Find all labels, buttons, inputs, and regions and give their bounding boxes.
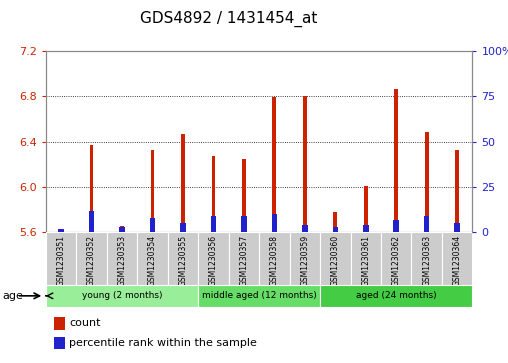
Bar	[180, 223, 185, 232]
Text: GDS4892 / 1431454_at: GDS4892 / 1431454_at	[140, 11, 318, 27]
Bar	[120, 225, 124, 232]
Bar	[137, 232, 168, 285]
Text: age: age	[3, 291, 23, 301]
Bar	[241, 216, 246, 232]
Bar	[290, 232, 320, 285]
Text: GSM1230364: GSM1230364	[453, 235, 462, 286]
Bar	[394, 220, 399, 232]
Bar	[54, 337, 65, 349]
Bar	[46, 285, 198, 307]
Bar	[54, 317, 65, 330]
Bar	[320, 285, 472, 307]
Text: GSM1230355: GSM1230355	[178, 235, 187, 286]
Bar	[381, 232, 411, 285]
Bar	[394, 89, 398, 232]
Bar	[76, 232, 107, 285]
Bar	[364, 186, 368, 232]
Text: GSM1230360: GSM1230360	[331, 235, 340, 286]
Bar	[211, 216, 216, 232]
Bar	[333, 227, 338, 232]
Text: GSM1230357: GSM1230357	[239, 235, 248, 286]
Bar	[455, 150, 459, 232]
Text: GSM1230362: GSM1230362	[392, 235, 401, 286]
Text: aged (24 months): aged (24 months)	[356, 291, 436, 300]
Bar	[181, 134, 185, 232]
Bar	[424, 216, 429, 232]
Bar	[455, 223, 460, 232]
Bar	[89, 211, 94, 232]
Bar	[242, 159, 246, 232]
Bar	[363, 225, 368, 232]
Text: GSM1230353: GSM1230353	[117, 235, 126, 286]
Text: GSM1230356: GSM1230356	[209, 235, 218, 286]
Bar	[59, 229, 63, 232]
Bar	[259, 232, 290, 285]
Bar	[303, 96, 307, 232]
Bar	[211, 156, 215, 232]
Text: middle aged (12 months): middle aged (12 months)	[202, 291, 316, 300]
Text: percentile rank within the sample: percentile rank within the sample	[69, 338, 257, 348]
Text: GSM1230358: GSM1230358	[270, 235, 279, 286]
Text: GSM1230363: GSM1230363	[422, 235, 431, 286]
Bar	[411, 232, 442, 285]
Bar	[150, 150, 154, 232]
Bar	[333, 212, 337, 232]
Bar	[107, 232, 137, 285]
Bar	[198, 232, 229, 285]
Bar	[302, 225, 307, 232]
Text: count: count	[69, 318, 101, 328]
Bar	[198, 285, 320, 307]
Bar	[58, 229, 64, 232]
Bar	[272, 214, 277, 232]
Bar	[229, 232, 259, 285]
Bar	[351, 232, 381, 285]
Bar	[425, 132, 429, 232]
Bar	[320, 232, 351, 285]
Bar	[150, 218, 155, 232]
Bar	[46, 232, 76, 285]
Text: GSM1230361: GSM1230361	[361, 235, 370, 286]
Bar	[442, 232, 472, 285]
Bar	[119, 227, 124, 232]
Text: GSM1230351: GSM1230351	[56, 235, 66, 286]
Text: GSM1230359: GSM1230359	[300, 235, 309, 286]
Bar	[168, 232, 198, 285]
Text: young (2 months): young (2 months)	[82, 291, 162, 300]
Text: GSM1230352: GSM1230352	[87, 235, 96, 286]
Bar	[89, 145, 93, 232]
Bar	[272, 97, 276, 232]
Text: GSM1230354: GSM1230354	[148, 235, 157, 286]
